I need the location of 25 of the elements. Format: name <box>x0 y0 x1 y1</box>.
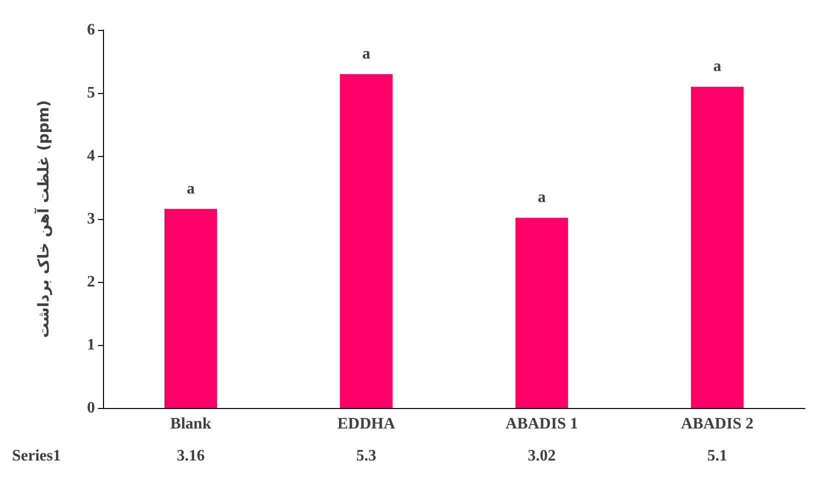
annotation: a <box>186 180 195 198</box>
annotation: a <box>362 46 370 63</box>
annotation: a <box>538 189 546 206</box>
y-tick-label: 6 <box>87 22 95 38</box>
data-label: 5.3 <box>356 448 376 464</box>
y-tick-label: 3 <box>87 210 95 228</box>
x-tick-label: ABADIS 2 <box>681 416 754 432</box>
y-tick-label: 2 <box>87 274 95 290</box>
x-tick-label: ABADIS 1 <box>506 416 578 432</box>
text: Series1 <box>12 448 61 464</box>
bar <box>690 86 744 408</box>
y-tick-label: 4 <box>87 148 95 164</box>
y-axis-title: غلظت آهن خاک برداشت (ppm) <box>34 100 52 338</box>
y-tick-label: 0 <box>87 400 95 416</box>
annotation: a <box>713 58 722 76</box>
bar <box>164 208 218 408</box>
y-tick-label: 1 <box>87 336 95 354</box>
data-label: 5.1 <box>707 448 728 464</box>
bar <box>340 74 393 408</box>
data-label: 3.02 <box>528 448 556 464</box>
y-tick-label: 5 <box>87 84 95 102</box>
x-tick-label: Blank <box>170 416 212 432</box>
x-tick-label: EDDHA <box>337 416 396 432</box>
bar <box>515 218 568 408</box>
data-label: 3.16 <box>176 448 205 464</box>
